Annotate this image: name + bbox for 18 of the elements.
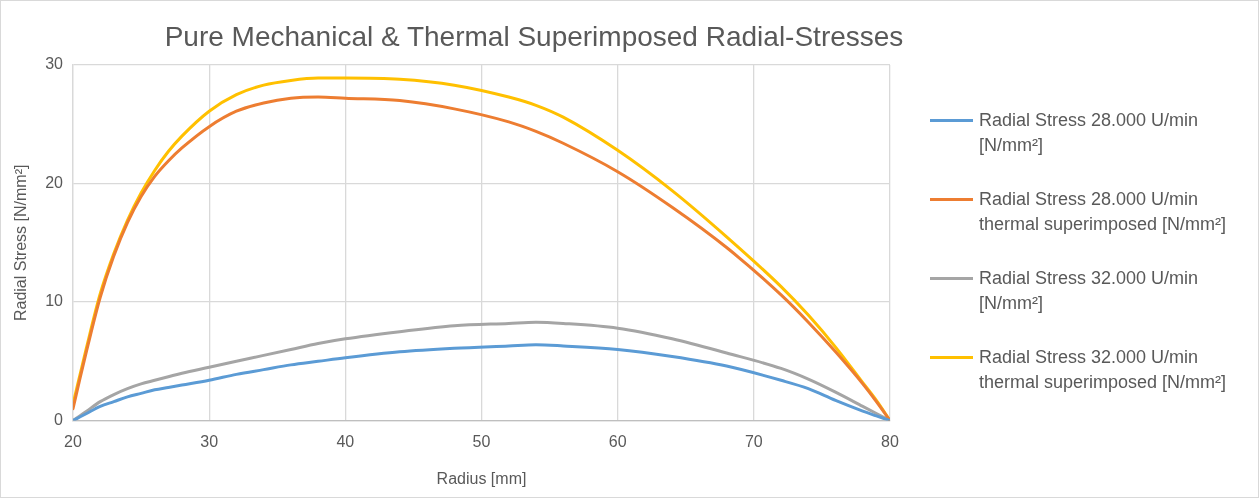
x-tick-label: 80 [881,432,899,450]
y-axis-title: Radial Stress [N/mm²] [12,164,30,322]
chart-title: Pure Mechanical & Thermal Superimposed Radial-Stresses [163,21,905,53]
legend-label: Radial Stress 28.000 U/min thermal superimposed [N/mm²] [979,188,1228,236]
y-tick-label: 10 [45,292,64,310]
x-axis-title: Radius [mm] [436,469,527,487]
x-tick-label: 50 [472,432,491,450]
x-tick-label: 60 [608,432,627,450]
legend-label: Radial Stress 32.000 U/min thermal superimposed [N/mm²] [979,346,1228,394]
x-tick-label: 40 [336,432,355,450]
x-tick-label: 20 [64,432,82,450]
y-tick-label: 20 [45,173,64,191]
x-tick-label: 30 [200,432,219,450]
y-tick-label: 30 [45,55,64,73]
y-tick-label: 0 [54,411,64,429]
legend-label: Radial Stress 32.000 U/min [N/mm²] [979,267,1200,315]
legend-label: Radial Stress 28.000 U/min [N/mm²] [979,109,1200,157]
x-tick-label: 70 [744,432,763,450]
